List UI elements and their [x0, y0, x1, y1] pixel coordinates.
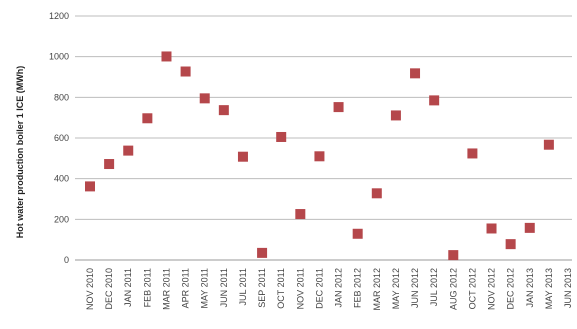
- data-point: [142, 113, 153, 124]
- data-point: [333, 102, 344, 113]
- data-point: [390, 110, 401, 121]
- x-tick-label: DEC 2010: [104, 268, 114, 310]
- data-point: [429, 95, 440, 106]
- y-axis-ticks: 0 200 400 600 800 1000 1200: [49, 11, 69, 265]
- x-tick-label: SEP 2011: [257, 268, 267, 308]
- gridlines: [75, 15, 572, 261]
- data-point: [85, 181, 95, 192]
- x-tick-label: NOV 2010: [85, 268, 95, 310]
- x-tick-label: FEB 2011: [142, 268, 152, 307]
- x-tick-label: JAN 2012: [334, 268, 344, 308]
- x-tick-label: JUL 2011: [238, 268, 248, 306]
- x-tick-label: JUN 2011: [219, 268, 229, 307]
- x-tick-label: JUN 2012: [410, 268, 420, 308]
- y-axis-label: Hot water production boiler 1 ICE (MWh): [15, 66, 25, 239]
- data-point: [448, 250, 459, 261]
- x-tick-label: APR 2011: [181, 268, 191, 308]
- data-point: [524, 222, 535, 233]
- data-point: [276, 131, 287, 142]
- data-point: [486, 223, 497, 234]
- x-tick-label: NOV 2012: [487, 268, 497, 310]
- x-tick-label: DEC 2012: [506, 268, 516, 310]
- data-point: [180, 66, 191, 77]
- data-point: [467, 148, 478, 159]
- y-tick-label: 800: [54, 92, 69, 102]
- data-point: [199, 93, 210, 104]
- data-point: [505, 239, 516, 250]
- y-tick-label: 0: [64, 255, 69, 265]
- x-tick-label: JUL 2012: [429, 268, 439, 306]
- data-point: [295, 209, 306, 220]
- x-tick-label: JAN 2013: [525, 268, 535, 308]
- y-tick-label: 1000: [49, 52, 69, 62]
- x-tick-label: MAR 2012: [372, 268, 382, 311]
- x-tick-label: JAN 2011: [123, 268, 133, 307]
- x-tick-label: FEB 2012: [353, 268, 363, 308]
- y-tick-label: 200: [54, 214, 69, 224]
- data-point: [104, 159, 115, 170]
- data-point: [371, 188, 382, 199]
- x-tick-label: OCT 2012: [467, 268, 477, 309]
- y-tick-label: 400: [54, 174, 69, 184]
- data-point: [237, 151, 248, 162]
- x-tick-label: NOV 2011: [295, 268, 305, 309]
- data-point: [543, 139, 554, 150]
- data-point: [161, 51, 172, 62]
- x-tick-label: DEC 2011: [314, 268, 324, 309]
- x-axis-ticks: NOV 2010 DEC 2010 JAN 2011 FEB 2011 MAR 2011…: [85, 268, 573, 311]
- data-point: [257, 247, 268, 258]
- x-tick-label: MAY 2013: [544, 268, 554, 309]
- x-tick-label: MAY 2012: [391, 268, 401, 309]
- x-tick-label: MAY 2011: [200, 268, 210, 309]
- x-tick-label: MAR 2011: [161, 268, 171, 310]
- x-tick-label: AUG 2012: [448, 268, 458, 310]
- data-points: [85, 51, 554, 261]
- data-point: [314, 151, 325, 162]
- data-point: [352, 228, 363, 239]
- y-tick-label: 1200: [49, 11, 69, 21]
- x-tick-label: JUN 2013: [563, 268, 573, 308]
- x-tick-label: OCT 2011: [276, 268, 286, 309]
- y-tick-label: 600: [54, 133, 69, 143]
- data-point: [123, 145, 134, 156]
- data-point: [218, 105, 229, 116]
- data-point: [410, 68, 421, 79]
